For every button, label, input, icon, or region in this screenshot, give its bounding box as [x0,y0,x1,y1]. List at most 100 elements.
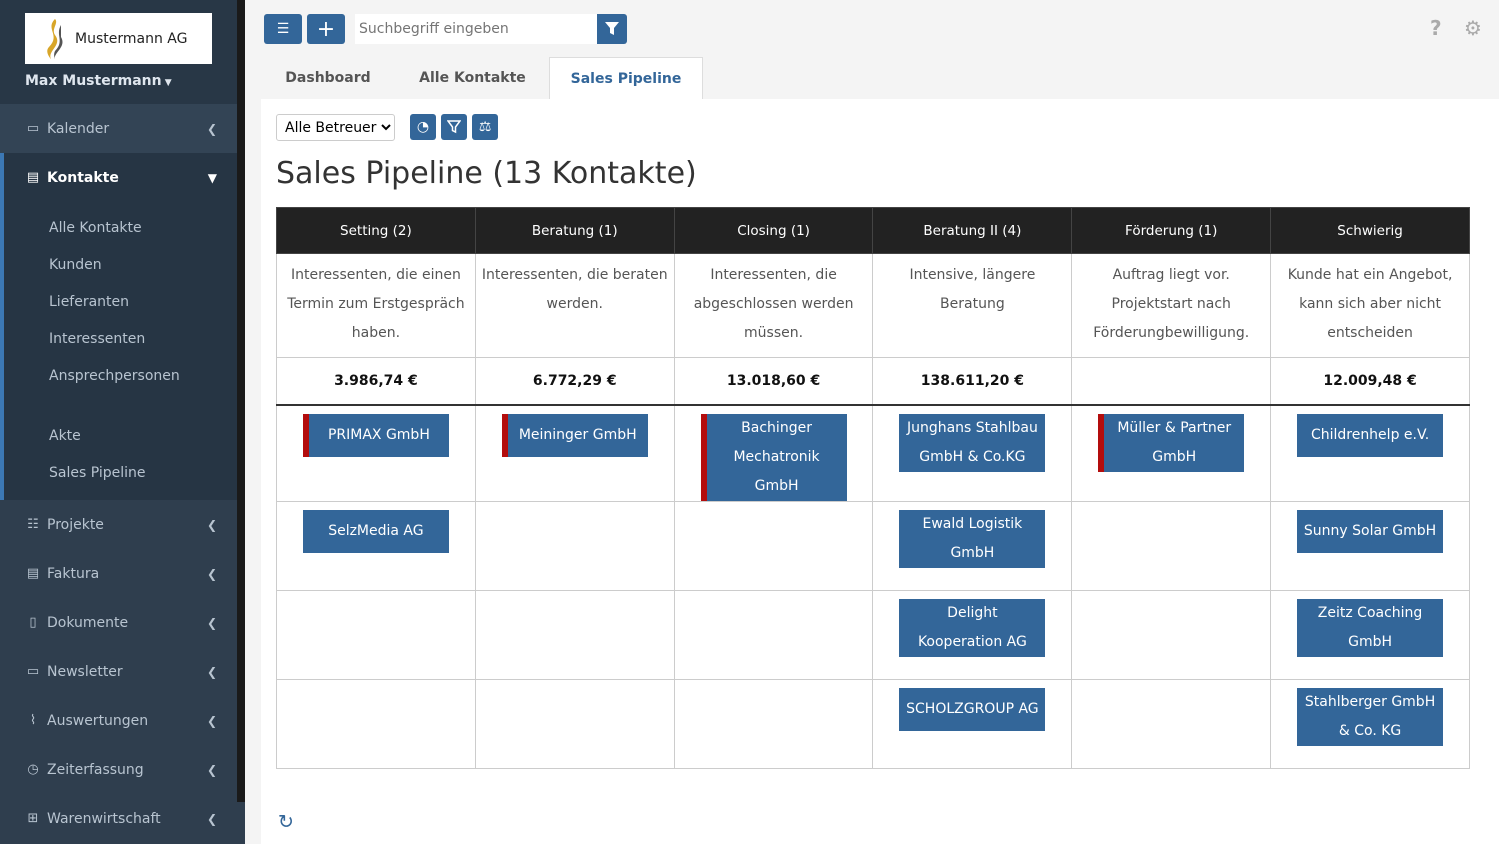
pipeline-cell: Meininger GmbH [474,404,675,502]
column-description: Auftrag liegt vor. Projektstart nach För… [1071,253,1272,358]
pipeline-cell: Ewald Logistik GmbH [872,500,1073,591]
sidebar-item-label: Kontakte [47,169,119,186]
pipeline-cell: SelzMedia AG [276,500,476,591]
sidebar-subitem[interactable]: Lieferanten [49,294,130,310]
pipeline-cell [1071,678,1272,769]
contact-card[interactable]: SCHOLZGROUP AG [899,687,1046,731]
refresh-icon[interactable]: ↻ [278,811,294,833]
menu-toggle-button[interactable]: ☰ [264,14,302,44]
pie-chart-icon: ◔ [416,119,430,135]
warehouse-icon: ⊞ [27,811,39,826]
contact-card[interactable]: Müller & Partner GmbH [1098,413,1245,472]
calendar-icon: ▭ [26,121,40,136]
column-description: Interessenten, die einen Termin zum Erst… [276,253,476,358]
betreuer-select[interactable]: Alle Betreuer [276,114,395,141]
newsletter-icon: ▭ [26,664,40,679]
contact-card[interactable]: Ewald Logistik GmbH [899,509,1046,568]
sidebar-item-newsletter[interactable]: ▭ Newsletter ❮ [0,647,237,696]
column-sum: 6.772,29 € [474,357,675,406]
contact-card[interactable]: SelzMedia AG [302,509,449,553]
tab-dashboard[interactable]: Dashboard [285,70,371,86]
add-button[interactable]: + [307,14,345,44]
balance-button[interactable]: ⚖ [472,114,498,140]
sidebar-item-dokumente[interactable]: ▯ Dokumente ❮ [0,598,237,647]
pipeline-cell [673,589,874,680]
sidebar-item-projekte[interactable]: ☷ Projekte ❮ [0,500,237,549]
sidebar-subitem[interactable]: Ansprechpersonen [49,368,180,384]
chevron-left-icon: ❮ [206,762,217,777]
sidebar-subitem[interactable]: Alle Kontakte [49,220,142,236]
pipeline-cell [1071,500,1272,591]
sidebar-subitem[interactable]: Kunden [49,257,102,273]
company-logo[interactable]: Mustermann AG [25,13,212,64]
sidebar-item-label: Warenwirtschaft [47,810,161,827]
search-input[interactable] [355,14,597,44]
column-description: Interessenten, die beraten werden. [474,253,675,358]
sidebar-item-label: Kalender [47,120,110,137]
sidebar-subitem[interactable]: Interessenten [49,331,146,347]
column-sum: 3.986,74 € [276,357,476,406]
sidebar-scrollbar[interactable] [237,0,245,802]
column-header: Förderung (1) [1071,207,1272,254]
chevron-left-icon: ❮ [206,517,217,532]
chart-view-button[interactable]: ◔ [410,114,436,140]
column-sum: 13.018,60 € [673,357,874,406]
pipeline-cell: Junghans Stahlbau GmbH & Co.KG [872,404,1073,502]
chevron-left-icon: ❮ [206,566,217,581]
contact-card[interactable]: Meininger GmbH [501,413,648,457]
document-icon: ▯ [29,615,37,630]
sidebar-spacer [4,395,237,418]
contact-card[interactable]: Sunny Solar GmbH [1297,509,1444,553]
company-name: Mustermann AG [75,30,188,47]
sidebar-item-label: Newsletter [47,663,123,680]
pipeline-cell [474,589,675,680]
contact-card[interactable]: PRIMAX GmbH [302,413,449,457]
pipeline-cell: Zeitz Coaching GmbH [1270,589,1470,680]
sidebar-item-faktura[interactable]: ▤ Faktura ❮ [0,549,237,598]
column-sum: 138.611,20 € [872,357,1073,406]
page-title: Sales Pipeline (13 Kontakte) [276,156,697,191]
sidebar-item-warenwirtschaft[interactable]: ⊞ Warenwirtschaft ❮ [0,794,237,843]
pipeline-cell: Delight Kooperation AG [872,589,1073,680]
sidebar-item-auswertungen[interactable]: ⌇ Auswertungen ❮ [0,696,237,745]
contact-card[interactable]: Delight Kooperation AG [899,598,1046,657]
column-description: Interessenten, die abgeschlossen werden … [673,253,874,358]
sidebar-item-zeiterfassung[interactable]: ◷ Zeiterfassung ❮ [0,745,237,794]
sidebar-scrollbar-track [237,802,245,844]
filter-button[interactable] [441,114,467,140]
chevron-left-icon: ❮ [206,713,217,728]
pipeline-cell [276,589,476,680]
sidebar-subitem[interactable]: Akte [49,428,81,444]
column-header: Schwierig [1270,207,1470,254]
pipeline-cell: Sunny Solar GmbH [1270,500,1470,591]
chevron-left-icon: ❮ [206,121,217,136]
contact-card[interactable]: Childrenhelp e.V. [1297,413,1444,457]
scale-balance-icon: ⚖ [478,119,492,135]
pipeline-cell [673,500,874,591]
pipeline-cell [673,678,874,769]
column-header: Setting (2) [276,207,476,254]
contact-card[interactable]: Stahlberger GmbH & Co. KG [1297,687,1444,746]
sidebar-subitem[interactable]: Sales Pipeline [49,465,146,481]
chevron-left-icon: ❮ [206,664,217,679]
pipeline-cell [474,500,675,591]
settings-gear-icon[interactable]: ⚙ [1464,16,1482,40]
pipeline-cell: Childrenhelp e.V. [1270,404,1470,502]
chevron-left-icon: ❮ [206,615,217,630]
user-menu[interactable]: Max Mustermann ▼ [25,73,237,89]
sidebar-item-label: Faktura [47,565,100,582]
search-filter-button[interactable] [597,14,627,44]
sidebar-item-kontakte[interactable]: ▤ Kontakte ▼ [0,153,237,202]
filter-icon [605,22,619,35]
contact-card[interactable]: Bachinger Mechatronik GmbH [700,413,847,501]
tab-sales-pipeline[interactable]: Sales Pipeline [549,57,703,100]
sidebar-item-kalender[interactable]: ▭ Kalender ❮ [0,104,237,153]
sidebar: Mustermann AG Max Mustermann ▼ ▭ Kalender… [0,0,237,844]
contact-card[interactable]: Junghans Stahlbau GmbH & Co.KG [899,413,1046,472]
contact-card-icon: ▤ [26,170,40,185]
pipeline-cell: Bachinger Mechatronik GmbH [673,404,874,502]
tab-alle-kontakte[interactable]: Alle Kontakte [419,70,526,86]
help-icon[interactable]: ? [1430,16,1442,40]
column-sum: 12.009,48 € [1270,357,1470,406]
contact-card[interactable]: Zeitz Coaching GmbH [1297,598,1444,657]
